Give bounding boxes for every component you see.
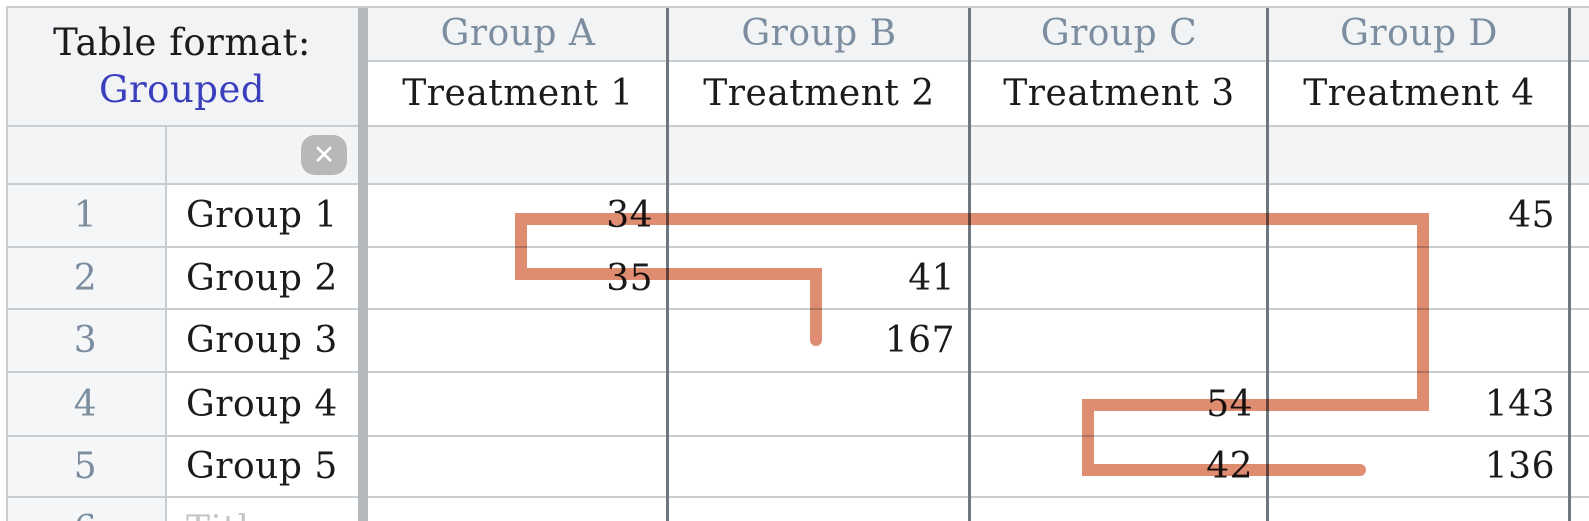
row-number-3[interactable]: 3 xyxy=(6,310,167,373)
cell-r3-treatment2[interactable]: 167 xyxy=(668,310,970,373)
row-label-5[interactable]: Group 5 xyxy=(167,437,358,498)
group-separator-line-de xyxy=(1568,6,1571,521)
cell-r4-treatment4[interactable]: 143 xyxy=(1268,373,1570,437)
table-grid: Table format: Grouped Group A Group B Gr… xyxy=(6,6,1589,521)
subcolumn-header-treatment-3[interactable]: Treatment 3 xyxy=(970,62,1268,127)
row-number-1[interactable]: 1 xyxy=(6,185,167,248)
cell-r1-partial xyxy=(1570,185,1589,248)
cell-r1-treatment2[interactable] xyxy=(668,185,970,248)
cell-r2-partial xyxy=(1570,248,1589,310)
cell-r3-treatment1[interactable] xyxy=(368,310,668,373)
table-top-border xyxy=(6,6,1589,8)
table-format-value[interactable]: Grouped xyxy=(98,67,266,111)
cell-r6-treatment2[interactable] xyxy=(668,498,970,521)
cell-r3-treatment4[interactable] xyxy=(1268,310,1570,373)
row-number-6[interactable]: 6 xyxy=(6,498,167,521)
group-separator-line-bc xyxy=(968,6,971,521)
cell-r1-treatment4[interactable]: 45 xyxy=(1268,185,1570,248)
row-label-6-placeholder[interactable]: Title xyxy=(167,498,358,521)
cell-r2-treatment3[interactable] xyxy=(970,248,1268,310)
subcolumn-header-treatment-1[interactable]: Treatment 1 xyxy=(368,62,668,127)
table-format-label: Table format: xyxy=(53,20,311,64)
close-icon[interactable]: ✕ xyxy=(301,135,347,175)
row-label-1[interactable]: Group 1 xyxy=(167,185,358,248)
column-divider xyxy=(358,6,368,521)
row-label-4[interactable]: Group 4 xyxy=(167,373,358,437)
row-title-corner-cell xyxy=(6,127,167,185)
cell-r4-treatment2[interactable] xyxy=(668,373,970,437)
cell-r4-partial xyxy=(1570,373,1589,437)
cell-r4-treatment3[interactable]: 54 xyxy=(970,373,1268,437)
cell-r2-treatment4[interactable] xyxy=(1268,248,1570,310)
cell-r1-treatment3[interactable] xyxy=(970,185,1268,248)
row-label-2[interactable]: Group 2 xyxy=(167,248,358,310)
title-cell-a[interactable] xyxy=(368,127,668,185)
subcolumn-header-partial xyxy=(1570,62,1589,127)
column-header-group-e-partial xyxy=(1570,6,1589,62)
row-number-2[interactable]: 2 xyxy=(6,248,167,310)
cell-r1-treatment1[interactable]: 34 xyxy=(368,185,668,248)
row-number-4[interactable]: 4 xyxy=(6,373,167,437)
cell-r5-treatment1[interactable] xyxy=(368,437,668,498)
cell-r4-treatment1[interactable] xyxy=(368,373,668,437)
cell-r6-partial xyxy=(1570,498,1589,521)
title-cell-b[interactable] xyxy=(668,127,970,185)
column-header-group-b[interactable]: Group B xyxy=(668,6,970,62)
table-left-border xyxy=(6,6,8,521)
cell-r5-treatment2[interactable] xyxy=(668,437,970,498)
cell-r2-treatment2[interactable]: 41 xyxy=(668,248,970,310)
title-cell-d[interactable] xyxy=(1268,127,1570,185)
table-format-cell[interactable]: Table format: Grouped xyxy=(6,6,358,127)
group-separator-line-cd xyxy=(1266,6,1269,521)
cell-r3-treatment3[interactable] xyxy=(970,310,1268,373)
row-title-header-cell: ✕ xyxy=(167,127,358,185)
column-header-group-c[interactable]: Group C xyxy=(970,6,1268,62)
cell-r6-treatment4[interactable] xyxy=(1268,498,1570,521)
column-header-group-d[interactable]: Group D xyxy=(1268,6,1570,62)
cell-r6-treatment1[interactable] xyxy=(368,498,668,521)
row-label-3[interactable]: Group 3 xyxy=(167,310,358,373)
group-separator-line-ab xyxy=(666,6,669,521)
row-number-5[interactable]: 5 xyxy=(6,437,167,498)
cell-r2-treatment1[interactable]: 35 xyxy=(368,248,668,310)
cell-r3-partial xyxy=(1570,310,1589,373)
title-cell-c[interactable] xyxy=(970,127,1268,185)
subcolumn-header-treatment-2[interactable]: Treatment 2 xyxy=(668,62,970,127)
cell-r5-partial xyxy=(1570,437,1589,498)
cell-r6-treatment3[interactable] xyxy=(970,498,1268,521)
title-cell-e-partial xyxy=(1570,127,1589,185)
cell-r5-treatment3[interactable]: 42 xyxy=(970,437,1268,498)
column-header-group-a[interactable]: Group A xyxy=(368,6,668,62)
cell-r5-treatment4[interactable]: 136 xyxy=(1268,437,1570,498)
subcolumn-header-treatment-4[interactable]: Treatment 4 xyxy=(1268,62,1570,127)
